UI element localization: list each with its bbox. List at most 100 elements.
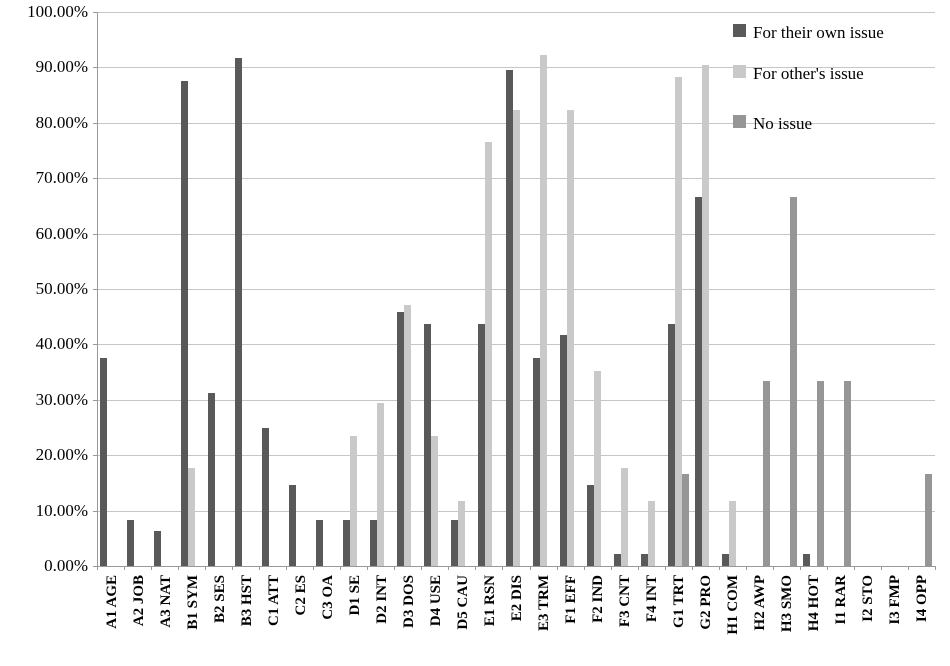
bar-h1-com-series-1 [728, 500, 736, 566]
bar-a2-job-series-0 [127, 519, 135, 566]
x-axis-category-label-text: D1 SE [346, 575, 363, 616]
y-tick [93, 289, 97, 290]
bar-d2-int-series-0 [370, 519, 378, 566]
x-axis-category-label-text: H2 AWP [752, 575, 769, 631]
bar-f4-int-series-0 [640, 554, 648, 566]
x-tick [745, 566, 747, 570]
bar-d1-se-series-0 [343, 519, 351, 566]
y-tick [93, 178, 97, 180]
y-tick [93, 566, 97, 567]
y-axis-tick-label: 70.00% [35, 168, 88, 188]
y-axis-tick-label: 0.00% [44, 556, 88, 575]
y-axis-tick-label: 20.00% [35, 445, 88, 465]
x-tick [610, 566, 612, 570]
x-axis-category-label-text: I2 STO [860, 575, 877, 622]
y-tick [93, 233, 97, 235]
bar-b2-ses-series-0 [208, 392, 216, 566]
y-tick [93, 510, 97, 512]
x-axis-category-label-text: F4 INT [644, 575, 661, 623]
x-tick [880, 566, 882, 570]
x-axis-category-label-text: C2 ES [292, 575, 309, 616]
bar-f2-ind-series-0 [586, 485, 594, 566]
x-tick [637, 566, 639, 570]
bar-f1-eff-series-1 [566, 109, 574, 566]
bar-b3-hst-series-0 [235, 58, 243, 566]
y-axis-tick-label: 30.00% [35, 389, 88, 409]
x-tick [394, 566, 396, 570]
gridline [97, 67, 935, 69]
y-axis-tick-label: 80.00% [35, 112, 88, 132]
x-axis-category-label-text: D2 INT [373, 575, 390, 624]
bar-c1-att-series-0 [262, 427, 270, 566]
x-axis-category-label-text: B1 SYM [184, 575, 201, 630]
bar-e1-rsn-series-1 [485, 142, 493, 566]
x-axis-category-label-text: G2 PRO [698, 575, 715, 630]
y-axis-tick-label: 60.00% [35, 223, 88, 243]
x-axis-category-label-text: A3 NAT [157, 575, 174, 628]
plot-area [97, 12, 935, 566]
x-tick [259, 566, 261, 570]
legend-label: For their own issue [753, 23, 884, 42]
x-tick [178, 566, 180, 570]
y-axis-tick-label: 40.00% [35, 334, 88, 354]
bar-h4-hot-series-2 [816, 381, 824, 566]
bar-c2-es-series-0 [289, 485, 297, 566]
x-axis-category-label-text: G1 TRT [671, 575, 688, 628]
bar-g1-trt-series-1 [674, 77, 682, 566]
x-axis-category-label-text: I4 OPP [914, 575, 931, 623]
x-axis-category-label-text: E2 DIS [509, 575, 525, 622]
x-tick [691, 566, 693, 570]
legend-swatch-icon [733, 115, 746, 128]
bar-e1-rsn-series-0 [478, 323, 486, 566]
x-tick [124, 566, 126, 570]
x-tick [935, 566, 936, 570]
x-tick [583, 566, 585, 570]
bar-h1-com-series-0 [721, 554, 729, 566]
y-tick [93, 12, 97, 13]
x-axis-category-label-text: F1 EFF [563, 575, 580, 624]
y-axis-tick-label: 50.00% [35, 279, 88, 298]
bar-g1-trt-series-2 [681, 473, 689, 566]
bar-a3-nat-series-0 [154, 531, 162, 566]
x-axis-category-label-text: I1 RAR [833, 575, 850, 625]
x-axis-category-label-text: I3 FMP [887, 575, 904, 625]
x-tick [826, 566, 828, 570]
x-axis-category-label-text: D4 USE [427, 575, 444, 627]
legend: For their own issue For other's issue No i… [733, 20, 903, 152]
x-axis-category-label-text: C1 ATT [265, 575, 282, 626]
y-tick [93, 67, 97, 69]
x-tick [529, 566, 531, 570]
x-tick [286, 566, 288, 570]
x-axis-category-label-text: E1 RSN [481, 575, 498, 627]
bar-b1-sym-series-0 [181, 81, 189, 566]
x-tick [556, 566, 558, 570]
x-axis-category-label-text: E3 TRM [536, 575, 553, 631]
x-tick [340, 566, 342, 570]
bar-f3-cnt-series-1 [620, 468, 628, 566]
y-axis-tick-label: 90.00% [35, 57, 88, 77]
bar-i4-opp-series-2 [924, 473, 932, 566]
bar-i1-rar-series-2 [843, 381, 851, 566]
bar-g2-pro-series-1 [701, 64, 709, 566]
bar-e3-trm-series-1 [539, 54, 547, 566]
x-axis-line [97, 566, 935, 567]
x-tick [205, 566, 207, 570]
y-tick [93, 344, 97, 346]
bar-g1-trt-series-0 [667, 323, 675, 566]
x-axis-category-label-text: H4 HOT [806, 575, 823, 632]
y-axis-line [97, 12, 98, 570]
legend-item: For their own issue [733, 20, 903, 46]
x-tick [853, 566, 855, 570]
bar-f2-ind-series-1 [593, 370, 601, 566]
x-axis-category-label-text: B3 HST [238, 575, 255, 627]
bar-f4-int-series-1 [647, 500, 655, 566]
bar-d3-dos-series-1 [404, 305, 412, 566]
x-tick [421, 566, 423, 570]
x-axis-category-label-text: C3 OA [319, 575, 336, 620]
y-tick [93, 122, 97, 124]
bar-d3-dos-series-0 [397, 312, 405, 566]
y-tick [93, 399, 97, 401]
bar-d4-use-series-0 [424, 323, 432, 566]
y-axis-tick-label: 100.00% [27, 2, 88, 21]
legend-swatch-icon [733, 65, 746, 78]
